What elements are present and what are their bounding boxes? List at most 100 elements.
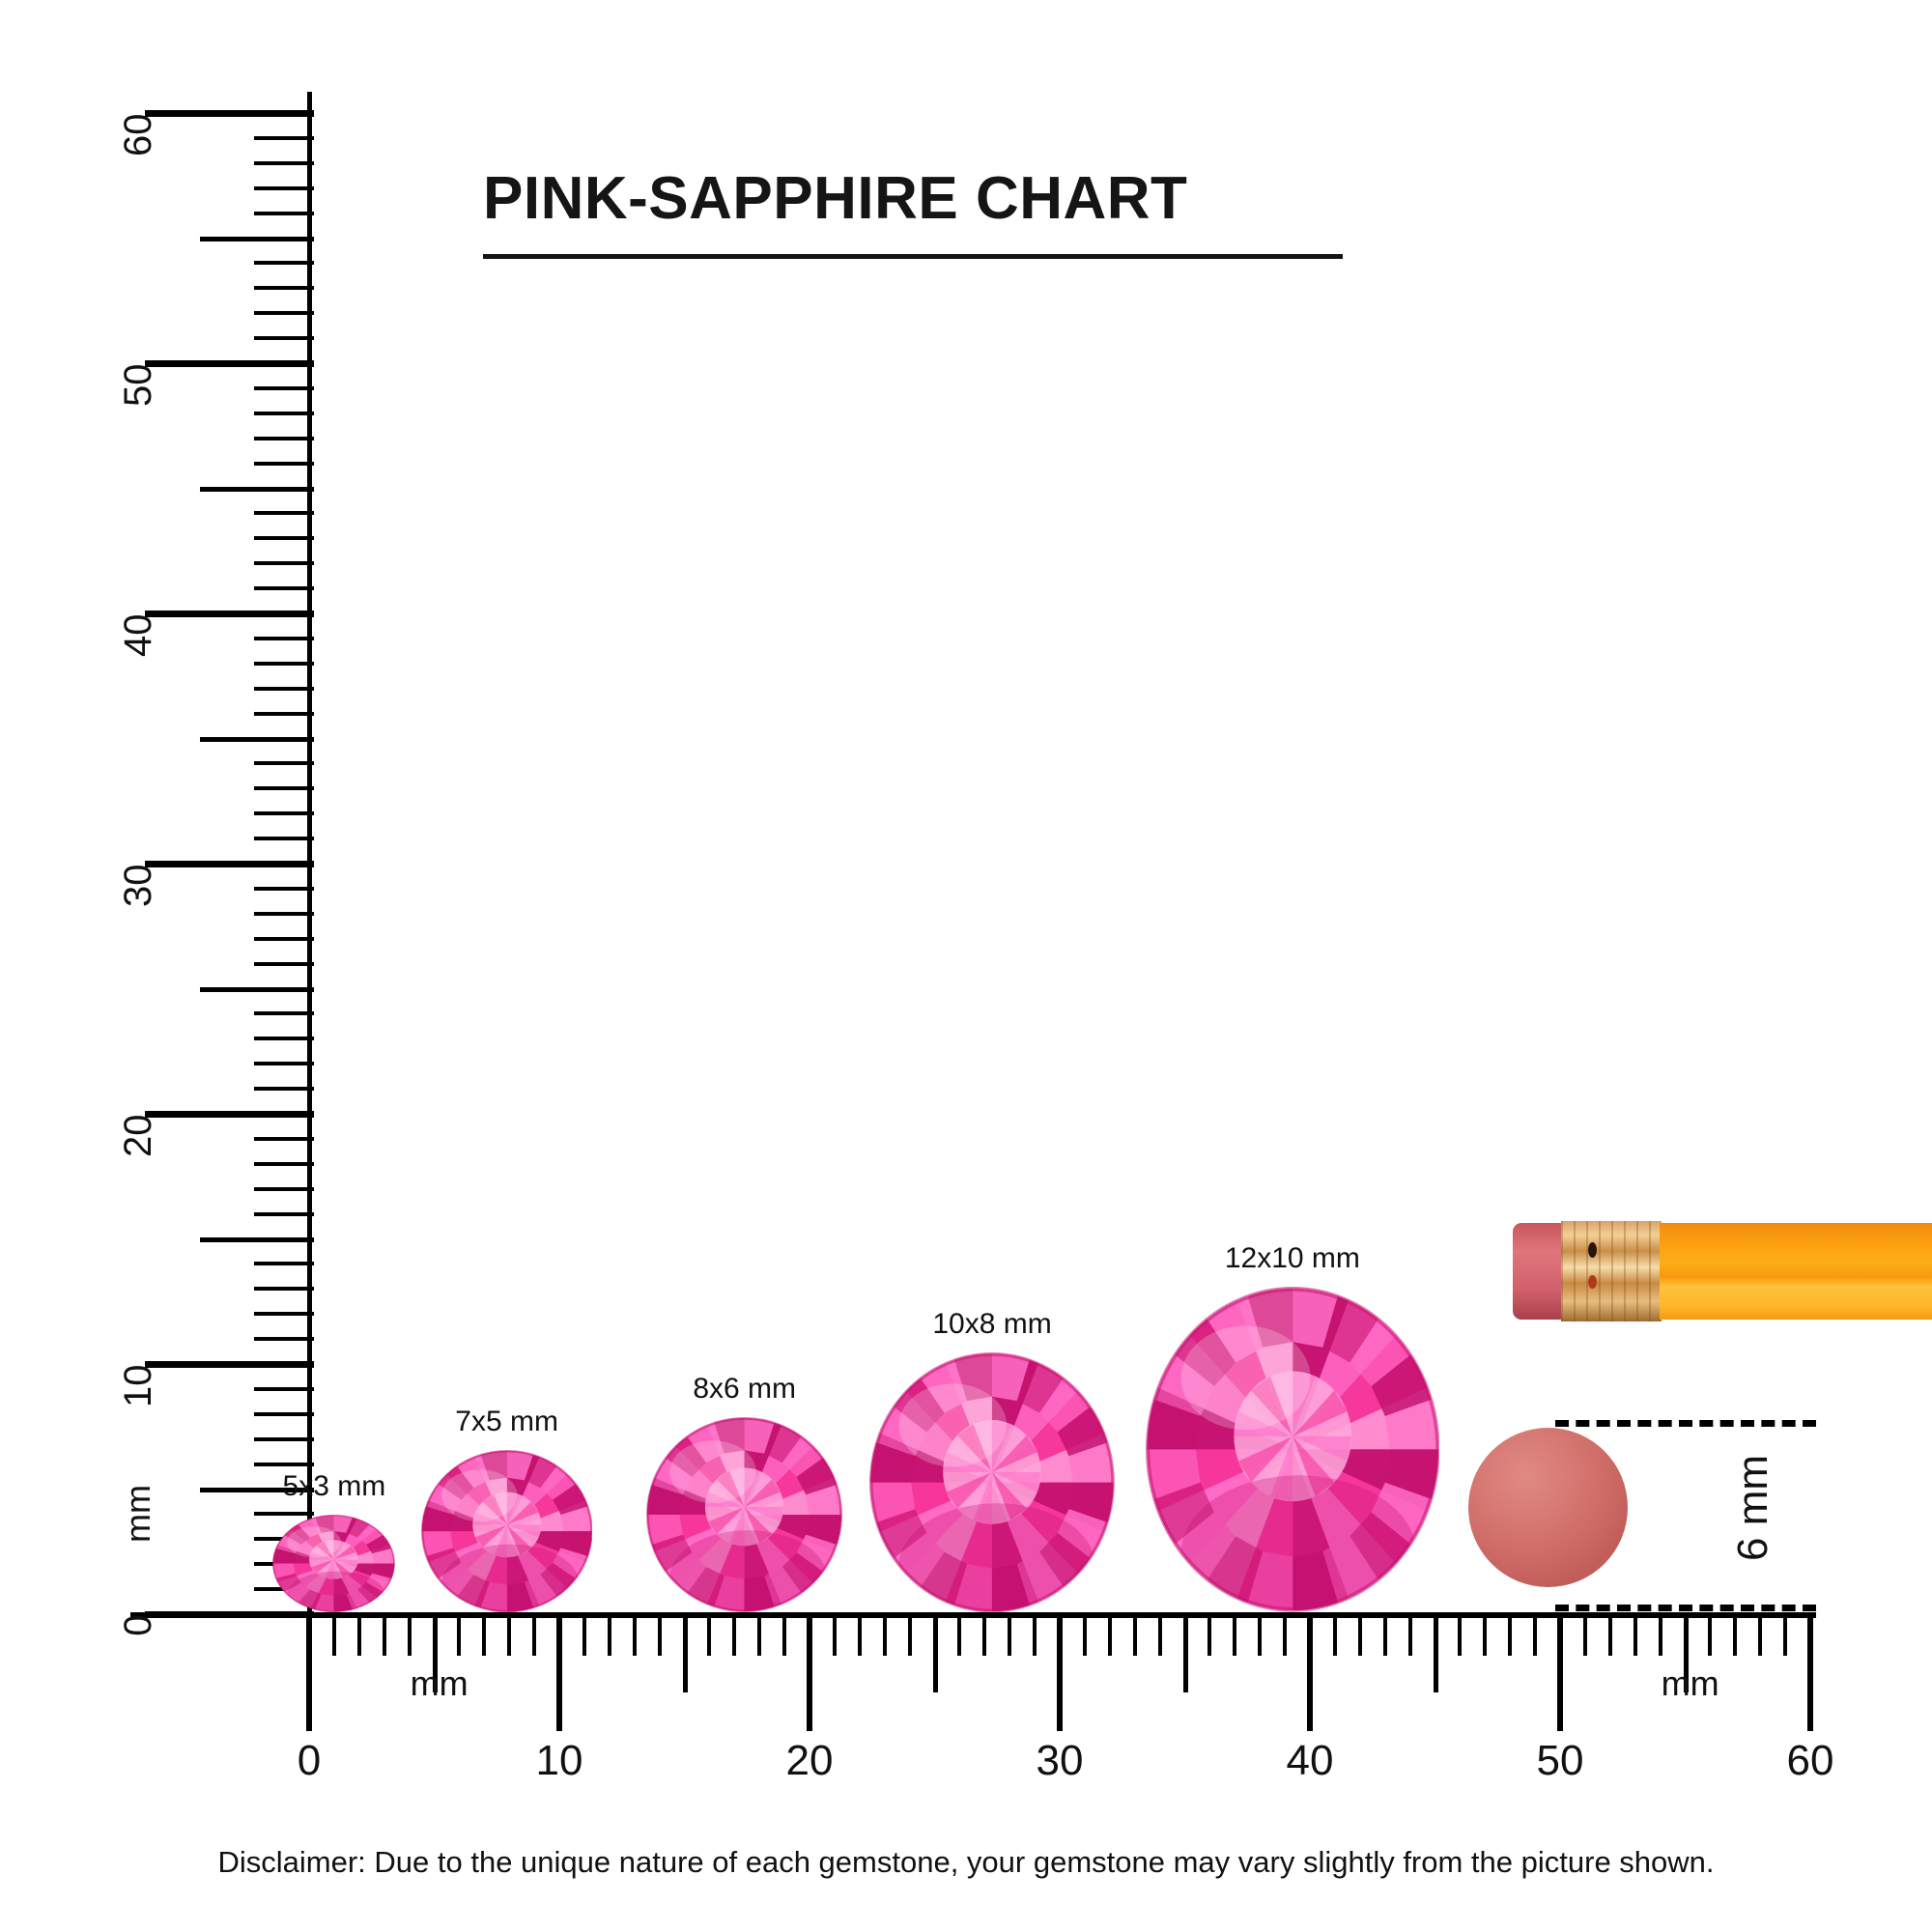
disclaimer-text: Disclaimer: Due to the unique nature of …: [217, 1845, 1715, 1879]
title-underline: [483, 254, 1343, 259]
ferrule-dot-upper: [1588, 1242, 1597, 1258]
gem-svg: [646, 1416, 843, 1612]
gem-svg: [420, 1449, 593, 1612]
hruler-label-60: 60: [1786, 1737, 1834, 1784]
gem-svg: [272, 1514, 396, 1612]
vruler-tick-5: [200, 1487, 314, 1492]
hruler-tick-50: [1557, 1615, 1563, 1731]
vruler-tick-51: [254, 336, 314, 341]
vruler-tick-35: [200, 736, 314, 742]
vruler-tick-50: [145, 359, 314, 367]
vruler-tick-52: [254, 311, 314, 316]
vruler-tick-19: [254, 1136, 314, 1141]
hruler-tick-59: [1783, 1615, 1788, 1656]
hruler-label-50: 50: [1536, 1737, 1584, 1784]
vruler-tick-28: [254, 911, 314, 916]
gemstone-7x5-mm: [420, 1449, 593, 1612]
vruler-tick-9: [254, 1386, 314, 1391]
hruler-tick-55: [1683, 1615, 1689, 1692]
vruler-label-20: 20: [116, 1114, 159, 1158]
vruler-tick-33: [254, 786, 314, 791]
callout-bottom-dashed-line: [1555, 1605, 1816, 1611]
vruler-tick-45: [200, 486, 314, 492]
gem-svg: [1145, 1287, 1440, 1612]
vruler-tick-7: [254, 1436, 314, 1441]
hruler-tick-37: [1233, 1615, 1237, 1656]
hruler-tick-47: [1483, 1615, 1488, 1656]
pencil-eraser-tip: [1513, 1223, 1563, 1320]
hruler-tick-1: [331, 1615, 336, 1656]
hruler-tick-20: [807, 1615, 812, 1731]
hruler-tick-31: [1082, 1615, 1087, 1656]
hruler-unit-label-right: mm: [1661, 1663, 1719, 1703]
hruler-tick-32: [1107, 1615, 1112, 1656]
vruler-tick-41: [254, 586, 314, 591]
hruler-tick-16: [707, 1615, 712, 1656]
hruler-tick-27: [982, 1615, 987, 1656]
vruler-tick-59: [254, 135, 314, 140]
vertical-ruler: 0 10 20 30 40 50 60 mm: [117, 92, 314, 1636]
horizontal-axis-line: [130, 1612, 1816, 1618]
vruler-tick-38: [254, 661, 314, 666]
hruler-tick-24: [907, 1615, 912, 1656]
vruler-tick-40: [145, 610, 314, 617]
vruler-tick-39: [254, 636, 314, 640]
hruler-tick-39: [1283, 1615, 1288, 1656]
hruler-label-0: 0: [297, 1737, 322, 1784]
vruler-tick-6: [254, 1462, 314, 1466]
vertical-axis-line: [307, 92, 312, 1616]
vruler-unit-label: mm: [118, 1485, 157, 1544]
vruler-tick-48: [254, 411, 314, 415]
vruler-tick-32: [254, 811, 314, 816]
hruler-tick-18: [757, 1615, 762, 1656]
horizontal-ruler: 0 10 20 30 40 50 60 mm mm: [298, 1615, 1833, 1808]
hruler-tick-14: [657, 1615, 662, 1656]
hruler-label-40: 40: [1286, 1737, 1334, 1784]
vruler-tick-8: [254, 1411, 314, 1416]
vruler-tick-30: [145, 860, 314, 867]
hruler-tick-38: [1258, 1615, 1263, 1656]
vruler-tick-10: [145, 1360, 314, 1368]
vruler-tick-17: [254, 1186, 314, 1191]
vruler-tick-23: [254, 1037, 314, 1041]
gemstone-label-12x10-mm: 12x10 mm: [1224, 1242, 1360, 1275]
gemstone-label-10x8-mm: 10x8 mm: [932, 1307, 1052, 1340]
vruler-tick-37: [254, 686, 314, 691]
hruler-tick-12: [607, 1615, 611, 1656]
hruler-tick-3: [382, 1615, 386, 1656]
hruler-tick-21: [832, 1615, 837, 1656]
vruler-tick-21: [254, 1087, 314, 1092]
hruler-tick-53: [1633, 1615, 1637, 1656]
vruler-tick-55: [200, 236, 314, 242]
vruler-tick-15: [200, 1236, 314, 1242]
pencil-ferrule: [1561, 1221, 1662, 1321]
vruler-tick-57: [254, 185, 314, 190]
eraser-disc: [1468, 1428, 1628, 1587]
vruler-tick-44: [254, 511, 314, 516]
gemstone-12x10-mm: [1145, 1287, 1440, 1612]
hruler-tick-33: [1132, 1615, 1137, 1656]
vruler-tick-4: [254, 1512, 314, 1517]
hruler-tick-13: [632, 1615, 637, 1656]
hruler-tick-56: [1708, 1615, 1713, 1656]
gem-svg: [869, 1351, 1115, 1612]
callout-top-dashed-line: [1555, 1420, 1816, 1427]
hruler-tick-28: [1008, 1615, 1012, 1656]
vruler-tick-11: [254, 1337, 314, 1342]
hruler-tick-46: [1458, 1615, 1463, 1656]
hruler-tick-45: [1433, 1615, 1438, 1692]
hruler-tick-26: [957, 1615, 962, 1656]
vruler-tick-53: [254, 286, 314, 291]
gemstone-5x3-mm: [272, 1514, 396, 1612]
vruler-tick-29: [254, 886, 314, 891]
gemstone-10x8-mm: [869, 1351, 1115, 1612]
vruler-tick-13: [254, 1287, 314, 1292]
vruler-tick-54: [254, 261, 314, 266]
vruler-tick-16: [254, 1211, 314, 1216]
vruler-tick-49: [254, 385, 314, 390]
vruler-label-10: 10: [116, 1364, 159, 1408]
hruler-tick-23: [882, 1615, 887, 1656]
pencil-body: [1660, 1223, 1932, 1320]
hruler-tick-57: [1733, 1615, 1738, 1656]
hruler-tick-41: [1332, 1615, 1337, 1656]
